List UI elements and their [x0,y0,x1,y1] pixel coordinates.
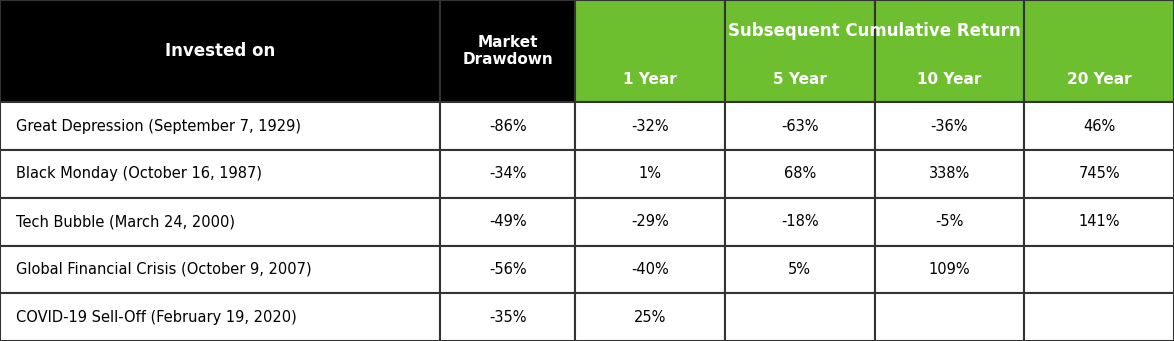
Bar [875,246,1024,293]
Text: 68%: 68% [784,166,816,181]
Text: 25%: 25% [634,310,667,325]
Bar [440,0,575,102]
Text: 109%: 109% [929,262,970,277]
Bar [575,198,724,246]
Bar [575,293,724,341]
Bar [440,293,575,341]
Text: Black Monday (October 16, 1987): Black Monday (October 16, 1987) [16,166,263,181]
Bar [440,198,575,246]
Bar [0,293,440,341]
Bar [1024,0,1174,102]
Text: Great Depression (September 7, 1929): Great Depression (September 7, 1929) [16,119,302,134]
Text: -29%: -29% [632,214,669,229]
Text: Market
Drawdown: Market Drawdown [463,35,553,68]
Text: -56%: -56% [488,262,527,277]
Bar [440,246,575,293]
Bar [575,150,724,198]
Text: -18%: -18% [781,214,818,229]
Bar [724,0,875,102]
Bar [1024,150,1174,198]
Text: -35%: -35% [490,310,526,325]
Text: -40%: -40% [632,262,669,277]
Bar [440,150,575,198]
Text: 1%: 1% [639,166,662,181]
Bar [724,150,875,198]
Bar [575,246,724,293]
Text: -34%: -34% [490,166,526,181]
Bar [1024,102,1174,150]
Text: Global Financial Crisis (October 9, 2007): Global Financial Crisis (October 9, 2007… [16,262,312,277]
Bar [575,0,1174,102]
Bar [0,246,440,293]
Text: 46%: 46% [1084,119,1115,134]
Text: 745%: 745% [1079,166,1120,181]
Text: Subsequent Cumulative Return: Subsequent Cumulative Return [728,22,1021,40]
Text: 338%: 338% [929,166,970,181]
Text: 10 Year: 10 Year [917,72,981,87]
Bar [575,0,724,102]
Text: -5%: -5% [936,214,964,229]
Bar [575,102,724,150]
Bar [0,198,440,246]
Bar [724,198,875,246]
Bar [875,0,1024,102]
Bar [724,246,875,293]
Bar [875,102,1024,150]
Bar [875,150,1024,198]
Bar [1024,198,1174,246]
Text: -49%: -49% [488,214,527,229]
Text: -32%: -32% [632,119,669,134]
Bar [0,0,440,102]
Text: 1 Year: 1 Year [623,72,677,87]
Bar [875,293,1024,341]
Text: -86%: -86% [488,119,527,134]
Bar [875,198,1024,246]
Text: 20 Year: 20 Year [1067,72,1132,87]
Bar [0,102,440,150]
Text: Tech Bubble (March 24, 2000): Tech Bubble (March 24, 2000) [16,214,236,229]
Bar [440,102,575,150]
Text: 5%: 5% [788,262,811,277]
Text: -63%: -63% [781,119,818,134]
Text: 141%: 141% [1079,214,1120,229]
Text: COVID-19 Sell-Off (February 19, 2020): COVID-19 Sell-Off (February 19, 2020) [16,310,297,325]
Bar [1024,293,1174,341]
Bar [724,293,875,341]
Bar [1024,246,1174,293]
Text: Invested on: Invested on [166,42,275,60]
Bar [724,102,875,150]
Text: -36%: -36% [931,119,969,134]
Bar [0,150,440,198]
Text: 5 Year: 5 Year [772,72,826,87]
